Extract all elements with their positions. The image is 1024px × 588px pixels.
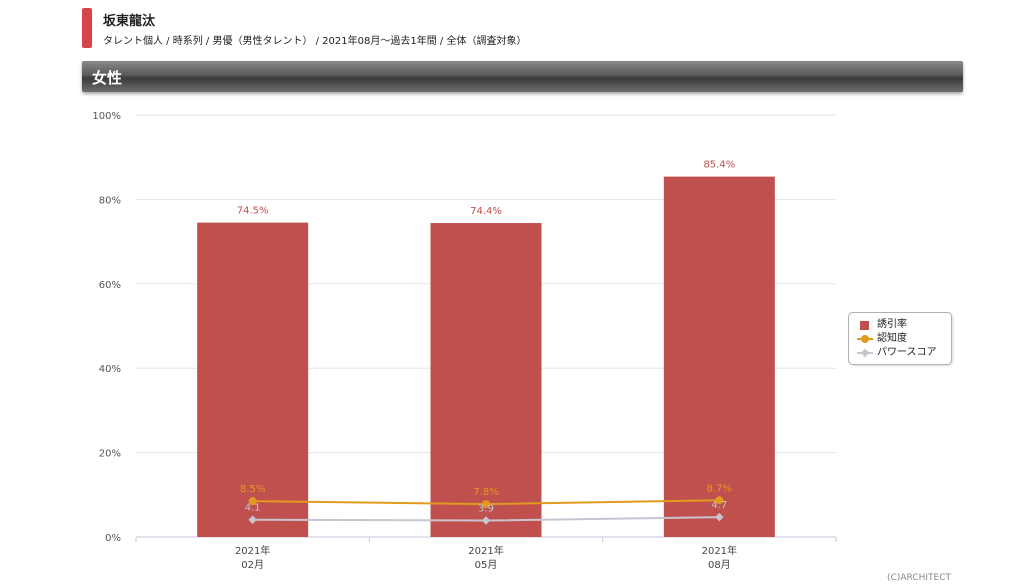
talent-name: 坂東龍汰 [103,14,156,29]
awareness-point [482,500,490,509]
power-score-data-label: 3.9 [478,504,494,515]
power-score-point [715,512,724,522]
legend-label: 認知度 [877,333,907,344]
y-tick-label: 40% [99,364,121,375]
awareness-data-label: 7.8% [473,487,498,498]
awareness-data-label: 8.5% [240,484,265,495]
y-tick-label: 0% [105,533,121,544]
x-tick-label: 2021年 [235,544,270,557]
section-title: 女性 [92,69,123,87]
copyright-text: (C)ARCHITECT [887,573,951,583]
y-tick-label: 100% [92,111,121,122]
power-score-data-label: 4.1 [245,503,261,514]
awareness-point [715,496,724,505]
y-tick-label: 20% [99,449,121,460]
chart-legend: 誘引率 認知度 パワースコア [848,312,952,365]
legend-label: パワースコア [877,347,937,358]
legend-circle-marker [861,335,869,343]
y-tick-label: 80% [99,195,121,206]
bar-data-label: 74.4% [470,206,502,217]
x-tick-label: 2021年 [468,544,503,557]
power-score-point [481,516,491,525]
x-tick-label: 2021年 [702,544,737,557]
x-tick-label: 05月 [475,559,498,571]
awareness-point [248,497,257,506]
legend-diamond-marker [860,348,870,358]
legend-square-marker [860,321,869,330]
bar [663,176,775,537]
title-accent-bar [82,8,92,48]
section-header: 女性 [82,61,963,92]
y-tick-label: 60% [99,280,121,291]
bar-data-label: 85.4% [703,160,735,171]
bar [197,222,309,538]
x-tick-label: 08月 [708,559,731,571]
awareness-data-label: 8.7% [707,483,732,494]
report-subtitle: タレント個人 / 時系列 / 男優（男性タレント） / 2021年08月〜過去1… [103,36,527,47]
bar-data-label: 74.5% [237,206,269,217]
power-score-data-label: 4.7 [711,500,727,511]
legend-label: 誘引率 [877,319,907,330]
bar [430,223,542,538]
x-tick-label: 02月 [241,559,264,571]
